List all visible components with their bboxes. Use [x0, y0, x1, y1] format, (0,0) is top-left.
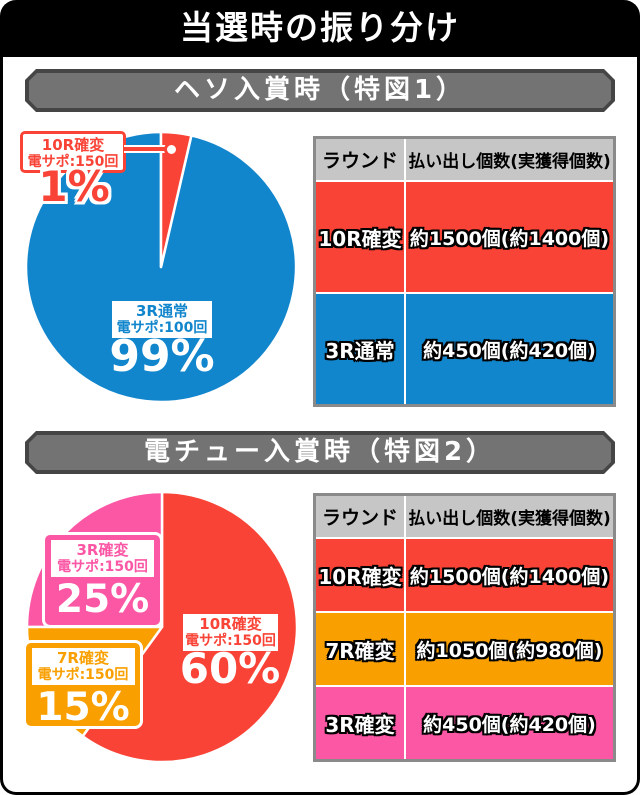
pie1-leader-dot	[164, 142, 179, 157]
pie2-badge-7r: 7R確変 電サポ:150回 15%	[23, 640, 143, 729]
pie2-pct-7r: 15%	[36, 685, 130, 731]
pie2-pct-10r: 60%	[179, 644, 281, 693]
table1-3r-payout: 約450個(約420個)	[406, 294, 613, 404]
table2-header-row: ラウンド 払い出し個数(実獲得個数)	[316, 496, 613, 537]
pie-chart-heso	[24, 130, 298, 404]
table1-header-round: ラウンド	[316, 139, 406, 180]
pie2-label-7r-sub: 電サポ:150回	[37, 667, 129, 684]
table1-row-10r: 10R確変 約1500個(約1400個)	[316, 180, 613, 292]
table2-row-3r: 3R確変 約450個(約420個)	[316, 685, 613, 759]
table2-7r-payout: 約1050個(約980個)	[406, 613, 613, 685]
table1-row-3r: 3R通常 約450個(約420個)	[316, 292, 613, 404]
page-title: 当選時の振り分け	[180, 8, 460, 47]
table2-row-10r: 10R確変 約1500個(約1400個)	[316, 537, 613, 611]
table1-10r-round: 10R確変	[316, 182, 406, 292]
table2-3r-payout: 約450個(約420個)	[406, 687, 613, 759]
table2-header-round: ラウンド	[316, 496, 406, 537]
section2-banner-label: 電チュー入賞時（特図2）	[29, 435, 611, 470]
pie1-pct-10r: 1%	[38, 162, 110, 211]
section1-banner-label: ヘソ入賞時（特図1）	[29, 73, 611, 108]
pie2-pct-3r: 25%	[55, 577, 150, 623]
table2-10r-round: 10R確変	[316, 539, 406, 611]
pie2-label-3r-name: 3R確変	[76, 541, 129, 559]
table2-header-payout: 払い出し個数(実獲得個数)	[408, 509, 611, 529]
section1-banner: ヘソ入賞時（特図1）	[25, 69, 615, 112]
pie2-label-7r-box: 7R確変 電サポ:150回	[31, 648, 135, 686]
table2-row-7r: 7R確変 約1050個(約980個)	[316, 611, 613, 685]
pie2-label-10r-name: 10R確変	[199, 615, 262, 633]
section2-banner: 電チュー入賞時（特図2）	[25, 431, 615, 474]
pie1-label-3r-box: 3R通常 電サポ:100回	[112, 301, 212, 339]
pie2-badge-3r: 3R確変 電サポ:150回 25%	[42, 532, 163, 628]
pie1-pct-3r: 99%	[109, 331, 215, 382]
pie2-label-7r-name: 7R確変	[57, 649, 109, 667]
pie2-label-3r-box: 3R確変 電サポ:150回	[51, 540, 154, 578]
pie2-label-10r-sub: 電サポ:150回	[185, 633, 276, 650]
pie-slice-10R確変	[159, 130, 193, 269]
pie1-label-10r-name: 10R確変	[41, 136, 105, 154]
table2-10r-payout: 約1500個(約1400個)	[406, 539, 613, 611]
pie1-label-3r-name: 3R通常	[136, 302, 188, 320]
table1-header-row: ラウンド 払い出し個数(実獲得個数)	[316, 139, 613, 180]
pie1-label-3r-sub: 電サポ:100回	[116, 320, 208, 337]
table1-3r-round: 3R通常	[316, 294, 406, 404]
pie1-label-10r-callout: 10R確変 電サポ:150回	[20, 131, 126, 173]
table1-header-payout: 払い出し個数(実獲得個数)	[408, 152, 611, 172]
pie1-label-10r-sub: 電サポ:150回	[27, 154, 119, 171]
table1-10r-payout: 約1500個(約1400個)	[406, 182, 613, 292]
table2-7r-round: 7R確変	[316, 613, 406, 685]
payout-table-heso: ラウンド 払い出し個数(実獲得個数) 10R確変 約1500個(約1400個) …	[313, 136, 616, 407]
pie2-label-10r-box: 10R確変 電サポ:150回	[183, 614, 278, 652]
payout-table-denchu: ラウンド 払い出し個数(実獲得個数) 10R確変 約1500個(約1400個) …	[313, 493, 616, 762]
pie2-label-3r-sub: 電サポ:150回	[57, 559, 148, 576]
table2-3r-round: 3R確変	[316, 687, 406, 759]
pie1-leader-line	[124, 147, 170, 151]
